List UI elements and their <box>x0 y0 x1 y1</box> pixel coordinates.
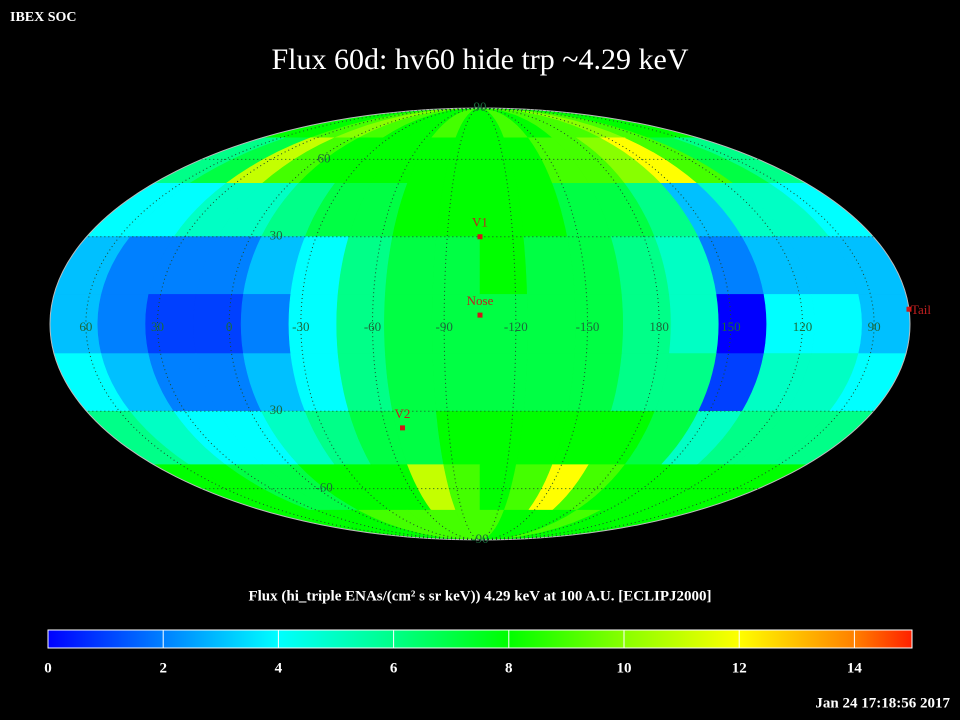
longitude-label: 60 <box>79 319 92 334</box>
longitude-label: -30 <box>292 319 309 334</box>
heat-cell <box>668 294 720 354</box>
latitude-label: -60 <box>315 480 332 495</box>
meridian <box>85 107 481 541</box>
heat-cell <box>435 410 481 466</box>
colorbar-tick-label: 14 <box>847 660 863 676</box>
heat-cell <box>384 294 434 354</box>
timestamp: Jan 24 17:18:56 2017 <box>815 695 950 711</box>
marker <box>906 306 912 312</box>
heat-cell <box>432 353 481 412</box>
longitude-label: 0 <box>226 319 233 334</box>
heat-cell <box>384 353 437 412</box>
latitude-label: 60 <box>318 150 331 165</box>
heat-cell <box>240 294 292 354</box>
meridian <box>479 107 804 541</box>
longitude-label: 90 <box>868 319 881 334</box>
heat-cell <box>432 236 481 295</box>
heat-cell <box>49 294 102 354</box>
longitude-label: -60 <box>364 319 381 334</box>
chart-title: Flux 60d: hv60 hide trp ~4.29 keV <box>271 43 688 76</box>
colorbar-tick-label: 6 <box>390 660 398 676</box>
marker-label: Nose <box>467 293 494 308</box>
meridian <box>479 107 875 541</box>
heat-cell <box>858 294 911 354</box>
colorbar-tick-label: 2 <box>159 660 167 676</box>
colorbar-tick-label: 12 <box>732 660 747 676</box>
heat-cell <box>384 236 437 295</box>
sky-map: 60 30 0 -30 -60 -90 -120 -150 180 150 120 90 90 60 30 3… <box>49 99 931 546</box>
heat-cell <box>810 294 863 354</box>
longitude-label: 30 <box>151 319 164 334</box>
colorbar-tick-label: 8 <box>505 660 513 676</box>
longitude-label: -120 <box>504 319 528 334</box>
meridian <box>371 107 481 541</box>
colorbar <box>47 629 913 649</box>
latitude-label: 90 <box>474 99 487 114</box>
marker-label: V2 <box>395 406 411 421</box>
longitude-label: 120 <box>793 319 813 334</box>
heat-cell <box>479 236 528 295</box>
heat-cell <box>479 353 528 412</box>
longitude-label: -90 <box>435 319 452 334</box>
heat-cell <box>97 294 150 354</box>
heat-cell <box>479 410 525 466</box>
latitude-label: 30 <box>270 402 283 417</box>
heat-cell <box>192 294 244 354</box>
colorbar-tick-label: 4 <box>275 660 283 676</box>
longitude-label: -150 <box>576 319 600 334</box>
marker <box>477 312 483 318</box>
marker-label: Tail <box>911 302 931 317</box>
meridian <box>156 107 481 541</box>
colorbar-label: Flux (hi_triple ENAs/(cm² s sr keV)) 4.2… <box>248 588 711 604</box>
marker-label: V1 <box>472 215 488 230</box>
heat-cell <box>526 294 576 354</box>
latitude-label: 30 <box>270 228 283 243</box>
colorbar-tick-label: 0 <box>44 660 52 676</box>
longitude-label: 150 <box>721 319 741 334</box>
latitude-label: -90 <box>471 531 488 546</box>
header: IBEX SOC <box>10 10 77 25</box>
heat-cell <box>523 353 576 412</box>
heat-cell <box>523 236 576 295</box>
longitude-label: 180 <box>649 319 669 334</box>
colorbar-tick-label: 10 <box>617 660 632 676</box>
marker <box>477 234 483 240</box>
marker <box>400 425 406 431</box>
